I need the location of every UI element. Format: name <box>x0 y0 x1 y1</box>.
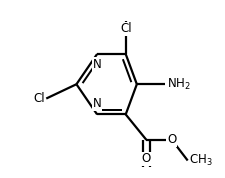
Text: N: N <box>92 58 101 71</box>
Text: CH$_3$: CH$_3$ <box>189 153 212 168</box>
Text: O: O <box>166 133 176 146</box>
Text: O: O <box>141 152 150 165</box>
Text: Cl: Cl <box>33 92 45 105</box>
Text: NH$_2$: NH$_2$ <box>166 77 190 92</box>
Text: Cl: Cl <box>119 22 131 35</box>
Text: N: N <box>92 98 101 111</box>
